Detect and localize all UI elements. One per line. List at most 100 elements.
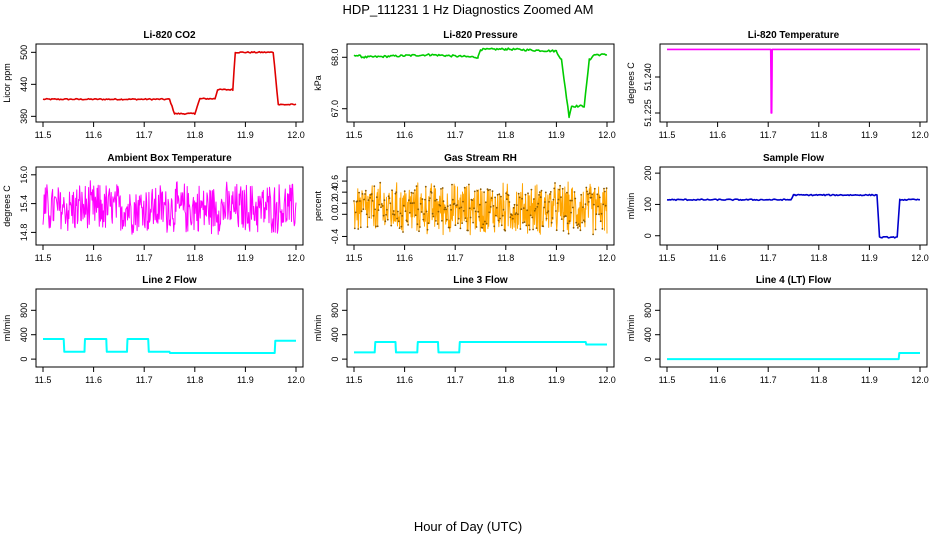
data-point [539, 196, 542, 199]
data-point [561, 187, 564, 190]
data-point [416, 223, 419, 226]
data-point [547, 210, 550, 213]
data-point [517, 213, 519, 216]
panel-title: Gas Stream RH [444, 153, 517, 164]
data-point [495, 214, 497, 217]
data-point [353, 200, 355, 202]
y-tick-label: 15.4 [19, 195, 29, 213]
data-point [413, 189, 416, 192]
x-tick-label: 11.5 [35, 253, 52, 263]
data-point [599, 220, 602, 223]
data-point [436, 223, 439, 225]
data-point [442, 200, 445, 203]
data-point [522, 221, 524, 224]
data-point [422, 218, 425, 221]
data-point [548, 201, 550, 203]
data-point [477, 210, 480, 213]
data-point [584, 203, 587, 206]
x-tick-label: 12.0 [911, 253, 929, 263]
data-point [449, 204, 452, 207]
data-point [570, 211, 572, 214]
data-point [417, 208, 420, 211]
data-point [410, 191, 413, 194]
data-point [490, 197, 493, 200]
data-point [353, 227, 356, 230]
data-point [565, 215, 567, 218]
data-series [42, 180, 297, 235]
plot-frame [35, 166, 304, 246]
data-point [531, 216, 534, 219]
y-tick-label: 800 [643, 303, 653, 318]
data-point [369, 197, 371, 199]
x-tick-label: 12.0 [287, 253, 305, 263]
x-tick-label: 11.5 [659, 253, 676, 263]
data-point [529, 214, 532, 217]
panel-4: Ambient Box Temperature degrees C 11.5 11.6… [2, 153, 305, 263]
data-point [367, 199, 370, 202]
data-point [601, 228, 604, 230]
data-point [555, 229, 558, 232]
data-point [585, 186, 588, 189]
data-point [520, 208, 523, 211]
data-point [419, 202, 422, 205]
data-point [415, 185, 418, 188]
x-tick-label: 11.6 [709, 375, 726, 385]
data-point [537, 202, 540, 205]
data-point [605, 187, 608, 190]
data-point [594, 228, 597, 231]
data-series [666, 193, 920, 239]
data-point [575, 221, 578, 224]
data-series [667, 48, 920, 114]
x-tick-label: 11.5 [35, 375, 52, 385]
y-tick-label: 0.0 [330, 208, 340, 221]
data-point [423, 213, 425, 215]
y-tick-label: 380 [19, 109, 29, 124]
x-tick-label: 11.9 [237, 130, 254, 140]
data-point [392, 213, 394, 216]
data-point [512, 206, 515, 209]
data-point [433, 185, 436, 188]
y-tick-label: 0 [643, 357, 653, 362]
x-tick-label: 11.6 [396, 375, 413, 385]
data-point [402, 204, 405, 207]
data-point [434, 199, 436, 202]
x-tick-label: 12.0 [598, 253, 616, 263]
panel-9: Line 4 (LT) Flow ml/min 11.5 11.6 11.7 11.8 11… [626, 275, 929, 385]
data-point [504, 229, 507, 232]
data-point [578, 225, 581, 228]
x-tick-label: 11.8 [186, 375, 203, 385]
data-point [363, 198, 365, 201]
data-point [494, 196, 496, 199]
data-series [43, 338, 296, 354]
data-point [496, 193, 499, 196]
data-point [359, 200, 361, 202]
data-point [587, 201, 590, 203]
panel-title: Ambient Box Temperature [107, 153, 232, 164]
plot-frame [346, 288, 615, 368]
y-tick-label: 200 [643, 166, 653, 181]
data-point [384, 220, 387, 223]
data-series [353, 181, 608, 236]
x-tick-label: 11.8 [186, 253, 203, 263]
data-point [479, 203, 481, 206]
data-point [469, 216, 472, 219]
data-point [545, 217, 548, 220]
data-point [509, 216, 512, 219]
x-tick-label: 12.0 [911, 130, 929, 140]
data-point [518, 196, 521, 199]
data-point [478, 215, 480, 218]
data-point [572, 226, 575, 229]
data-point [426, 228, 429, 231]
data-point [372, 214, 375, 217]
data-point [364, 189, 367, 192]
data-point [528, 228, 531, 231]
data-point [489, 188, 491, 191]
x-tick-label: 11.8 [497, 375, 514, 385]
data-point [474, 210, 477, 213]
data-point [530, 188, 533, 191]
data-point [498, 193, 501, 196]
data-point [514, 213, 517, 216]
data-point [457, 222, 459, 225]
data-point [519, 228, 522, 230]
x-tick-label: 11.6 [85, 253, 102, 263]
